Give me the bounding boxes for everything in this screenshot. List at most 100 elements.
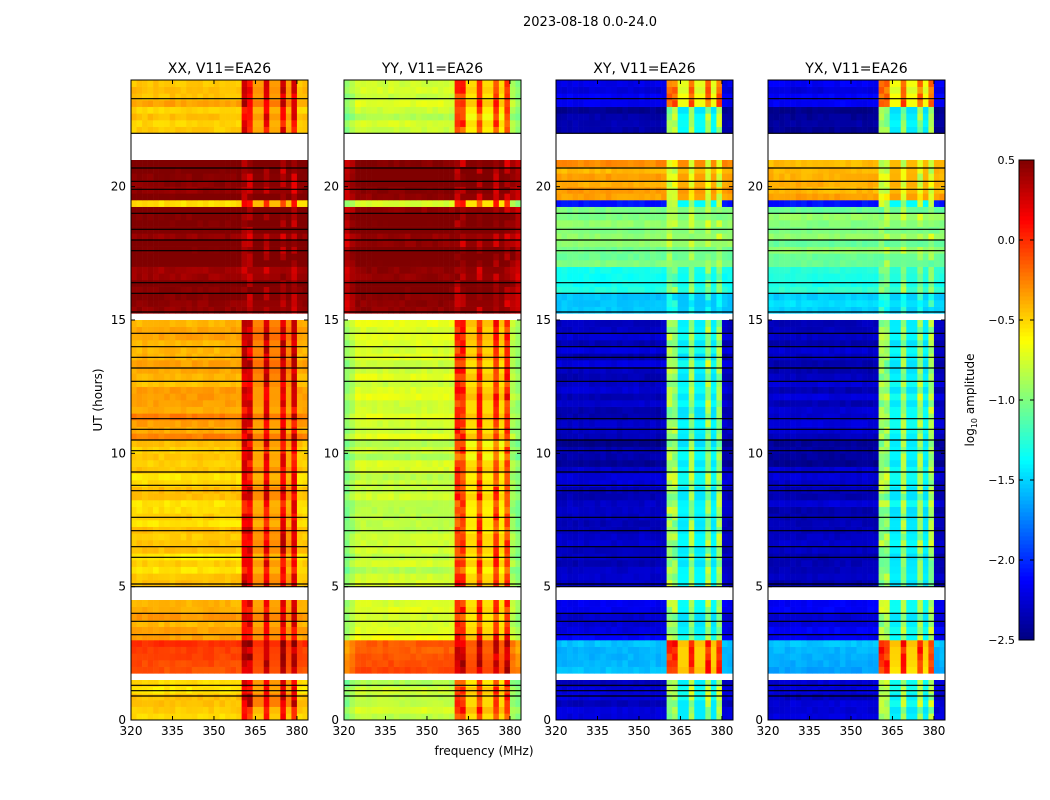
heatmap-cell (296, 640, 303, 647)
heatmap-cell (487, 493, 494, 501)
heatmap-cell (393, 473, 400, 481)
heatmap-cell (142, 253, 148, 261)
heatmap-cell (349, 406, 356, 414)
heatmap-cell (153, 546, 159, 554)
heatmap-cell (136, 473, 143, 481)
heatmap-cell (252, 433, 259, 441)
heatmap-cell (393, 320, 400, 327)
heatmap-cell (280, 600, 287, 607)
heatmap-cell (252, 306, 259, 314)
heatmap-cell (225, 180, 231, 187)
heatmap-cell (482, 700, 489, 707)
heatmap-cell (164, 560, 171, 567)
heatmap-cell (393, 560, 400, 567)
heatmap-cell (191, 400, 198, 407)
heatmap-cell (432, 413, 439, 421)
heatmap-cell (236, 193, 242, 201)
heatmap-cell (355, 280, 361, 287)
heatmap-cell (476, 540, 483, 547)
heatmap-cell (164, 660, 171, 667)
heatmap-cell (515, 506, 522, 514)
heatmap-cell (426, 266, 433, 274)
heatmap-cell (377, 440, 384, 447)
heatmap-cell (443, 326, 450, 334)
heatmap-cell (142, 106, 148, 114)
heatmap-cell (202, 273, 209, 281)
heatmap-cell (269, 393, 276, 401)
heatmap-cell (213, 413, 220, 421)
heatmap-cell (274, 206, 281, 214)
heatmap-cell (274, 566, 281, 574)
heatmap-cell (136, 233, 143, 241)
heatmap-cell (371, 260, 378, 267)
heatmap-cell (131, 300, 137, 307)
heatmap-cell (236, 640, 242, 647)
heatmap-cell (482, 480, 489, 487)
heatmap-cell (438, 566, 444, 574)
heatmap-cell (498, 606, 505, 614)
heatmap-cell (225, 206, 231, 214)
heatmap-cell (344, 293, 350, 301)
heatmap-cell (426, 340, 433, 347)
heatmap-cell (355, 326, 361, 334)
axes-frame (130, 79, 309, 721)
heatmap-cell (349, 700, 356, 707)
heatmap-cell (213, 326, 220, 334)
heatmap-cell (164, 366, 171, 374)
heatmap-cell (213, 213, 220, 221)
heatmap-cell (247, 113, 253, 121)
heatmap-cell (219, 420, 226, 427)
heatmap-cell (197, 173, 204, 181)
heatmap-cell (241, 600, 248, 607)
heatmap-cell (438, 500, 444, 507)
heatmap-cell (241, 453, 248, 461)
heatmap-cell (366, 606, 372, 614)
heatmap-cell (454, 573, 461, 581)
heatmap-cell (197, 646, 204, 654)
heatmap-cell (487, 620, 494, 627)
heatmap-cell (241, 80, 248, 87)
heatmap-cell (169, 373, 176, 381)
heatmap-cell (285, 373, 292, 381)
heatmap-cell (349, 660, 356, 667)
heatmap-cell (136, 606, 143, 614)
heatmap-cell (186, 386, 193, 394)
heatmap-cell (269, 713, 276, 721)
heatmap-cell (236, 633, 242, 641)
heatmap-cell (493, 286, 500, 294)
heatmap-cell (280, 193, 287, 201)
heatmap-cell (169, 86, 176, 94)
heatmap-cell (263, 300, 270, 307)
heatmap-cell (404, 413, 411, 421)
heatmap-cell (158, 473, 165, 481)
heatmap-cell (504, 340, 511, 347)
heatmap-cell (263, 306, 270, 314)
heatmap-cell (274, 226, 281, 234)
heatmap-cell (158, 393, 165, 401)
heatmap-cell (410, 253, 417, 261)
heatmap-cell (142, 466, 148, 474)
heatmap-cell (382, 320, 389, 327)
heatmap-cell (493, 380, 500, 387)
heatmap-cell (197, 200, 204, 207)
heatmap-cell (344, 373, 350, 381)
heatmap-cell (421, 566, 428, 574)
heatmap-cell (388, 406, 395, 414)
heatmap-cell (208, 620, 215, 627)
heatmap-cell (498, 626, 505, 634)
heatmap-cell (371, 633, 378, 641)
heatmap-cell (258, 200, 265, 207)
heatmap-cell (399, 426, 406, 434)
heatmap-cell (175, 693, 182, 701)
heatmap-cell (377, 566, 384, 574)
heatmap-cell (476, 433, 483, 441)
heatmap-cell (393, 533, 400, 541)
heatmap-cell (225, 266, 231, 274)
heatmap-cell (302, 500, 309, 507)
heatmap-cell (399, 340, 406, 347)
heatmap-cell (136, 126, 143, 134)
heatmap-cell (219, 426, 226, 434)
heatmap-cell (252, 113, 259, 121)
heatmap-cell (404, 433, 411, 441)
heatmap-cell (504, 260, 511, 267)
